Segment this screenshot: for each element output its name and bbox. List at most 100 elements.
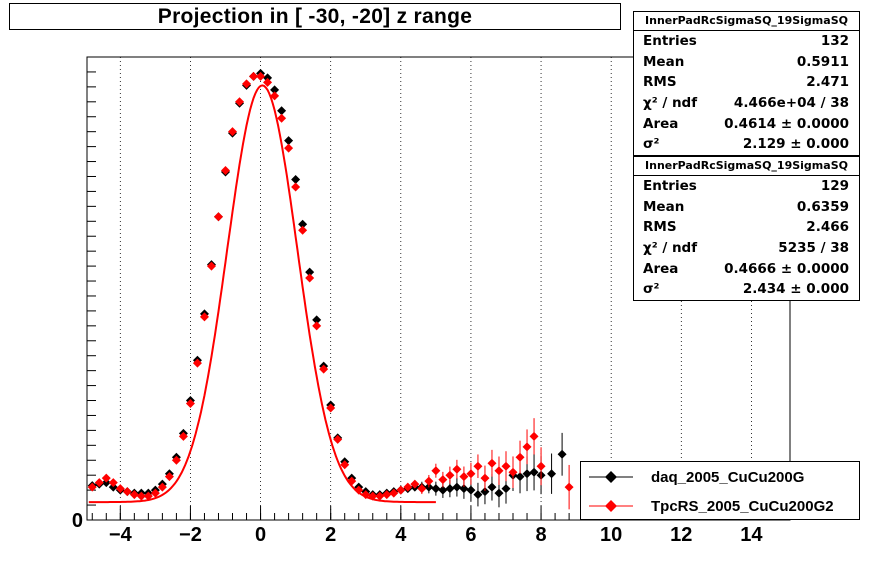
- data-point: [312, 315, 322, 325]
- data-point: [150, 488, 160, 498]
- stats-row: RMS 2.466: [634, 217, 859, 238]
- data-point: [501, 484, 511, 494]
- series-TpcRS_2005_CuCu200G2: [87, 71, 574, 510]
- data-point: [452, 464, 462, 474]
- data-point: [270, 85, 280, 95]
- data-point: [164, 472, 174, 482]
- data-point: [235, 97, 245, 107]
- stats-row: σ² 2.129 ± 0.000: [634, 134, 859, 155]
- legend-marker-red-diamond-icon: [581, 492, 641, 520]
- stats-label: χ² / ndf: [643, 95, 698, 112]
- legend-entry-daq: daq_2005_CuCu200G: [581, 463, 859, 491]
- legend-label: TpcRS_2005_CuCu200G2: [651, 497, 834, 515]
- x-tick-label: 10: [600, 524, 622, 546]
- data-point: [522, 442, 532, 452]
- data-point: [220, 166, 230, 176]
- data-point: [403, 482, 413, 492]
- data-point: [249, 71, 259, 81]
- data-point: [515, 452, 525, 462]
- data-point: [333, 434, 343, 444]
- stats-row: σ² 2.434 ± 0.000: [634, 279, 859, 300]
- data-point: [199, 312, 209, 322]
- data-point: [354, 485, 364, 495]
- data-point: [431, 466, 441, 476]
- data-point: [438, 475, 448, 485]
- data-point: [256, 71, 266, 81]
- data-point: [206, 261, 216, 271]
- stats-label: Area: [643, 260, 679, 277]
- data-point: [305, 267, 315, 277]
- stats-label: RMS: [643, 74, 677, 91]
- stats-value: 0.5911: [796, 53, 849, 70]
- data-point: [452, 482, 462, 492]
- stats-value: 2.466: [806, 219, 849, 236]
- legend-entry-tpcrs: TpcRS_2005_CuCu200G2: [581, 492, 859, 520]
- x-tick-label: 12: [670, 524, 692, 546]
- data-point: [438, 485, 448, 495]
- stats-value: 2.129 ± 0.000: [742, 136, 849, 153]
- tick-labels: −4−20246810121400.050.10.150.20.250.3: [72, 510, 764, 546]
- data-point: [326, 403, 336, 413]
- data-point: [515, 472, 525, 482]
- x-tick-label: 8: [535, 524, 546, 546]
- stats-label: σ²: [643, 281, 660, 298]
- data-point: [417, 484, 427, 494]
- data-point: [487, 458, 497, 468]
- data-point: [480, 487, 490, 497]
- fit-curve: [88, 84, 436, 504]
- x-tick-label: −2: [179, 524, 202, 546]
- legend: daq_2005_CuCu200G TpcRS_2005_CuCu200G2: [580, 461, 860, 520]
- data-point: [185, 399, 195, 409]
- data-point: [270, 91, 280, 101]
- data-point: [319, 364, 329, 374]
- data-point: [473, 461, 483, 471]
- data-point: [382, 490, 392, 500]
- stats-row: Area 0.4614 ± 0.0000: [634, 113, 859, 134]
- data-point: [228, 127, 238, 137]
- legend-marker-black-diamond-icon: [581, 463, 641, 491]
- data-point: [529, 467, 539, 477]
- data-point: [494, 488, 504, 498]
- data-point: [473, 490, 483, 500]
- data-point: [459, 472, 469, 482]
- data-point: [136, 491, 146, 501]
- stats-row: Entries 129: [634, 176, 859, 197]
- data-point: [431, 484, 441, 494]
- stats-value: 2.434 ± 0.000: [742, 281, 849, 298]
- x-tick-label: 14: [740, 524, 763, 546]
- stats-label: Entries: [643, 33, 697, 50]
- data-series: [87, 68, 574, 510]
- stats-value: 2.471: [806, 74, 849, 91]
- stats-row: Entries 132: [634, 31, 859, 52]
- x-tick-label: 4: [395, 524, 407, 546]
- data-point: [192, 358, 202, 368]
- stats-header: InnerPadRcSigmaSQ_19SigmaSQ: [634, 157, 859, 176]
- data-point: [298, 225, 308, 235]
- data-point: [213, 212, 223, 222]
- stats-row: Mean 0.5911: [634, 52, 859, 73]
- stats-label: Mean: [643, 53, 685, 70]
- data-point: [564, 482, 574, 492]
- data-point: [242, 79, 252, 89]
- data-point: [108, 478, 118, 488]
- stats-row: Mean 0.6359: [634, 197, 859, 218]
- data-point: [466, 485, 476, 495]
- data-point: [263, 77, 273, 87]
- data-point: [171, 455, 181, 465]
- data-point: [298, 219, 308, 229]
- data-point: [291, 174, 301, 184]
- stats-label: σ²: [643, 136, 660, 153]
- stats-value: 4.466e+04 / 38: [733, 95, 849, 112]
- series-daq_2005_CuCu200G: [87, 68, 567, 508]
- stats-box-1: InnerPadRcSigmaSQ_19SigmaSQ Entries 132 M…: [633, 11, 860, 156]
- data-point: [494, 466, 504, 476]
- x-tick-label: 6: [465, 524, 476, 546]
- data-point: [501, 461, 511, 471]
- data-point: [396, 485, 406, 495]
- data-point: [94, 478, 104, 488]
- stats-row: χ² / ndf 4.466e+04 / 38: [634, 93, 859, 114]
- data-point: [122, 487, 132, 497]
- stats-label: Entries: [643, 178, 697, 195]
- data-point: [424, 476, 434, 486]
- data-point: [480, 473, 490, 483]
